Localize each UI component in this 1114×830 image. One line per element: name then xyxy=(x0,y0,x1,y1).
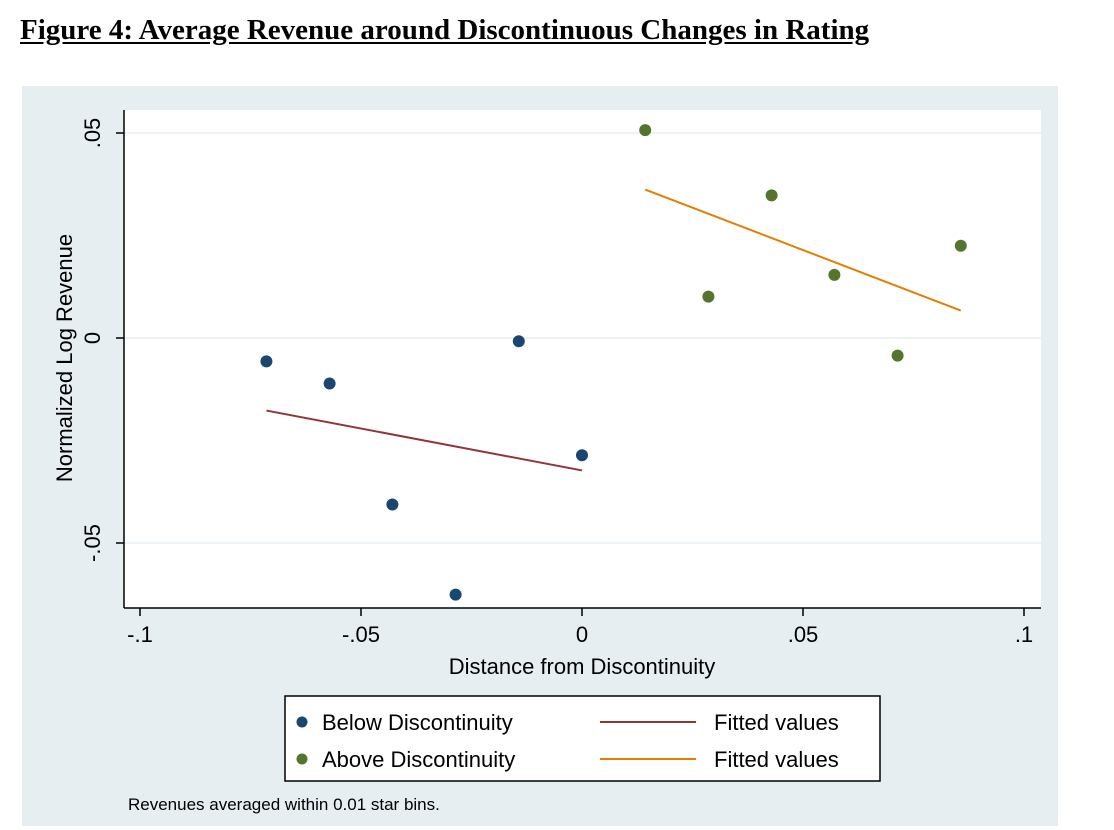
gridlines xyxy=(124,132,1041,544)
legend-label-above: Above Discontinuity xyxy=(322,747,515,772)
scatter-point-below xyxy=(260,355,273,368)
legend-label-fit-below: Fitted values xyxy=(714,710,839,735)
fitted-lines xyxy=(266,188,962,472)
legend-marker-below xyxy=(296,716,308,728)
plot-area xyxy=(124,110,1041,608)
scatter-point-above xyxy=(828,268,841,281)
y-tick-label: -.05 xyxy=(80,524,105,562)
legend-label-fit-above: Fitted values xyxy=(714,747,839,772)
scatter-point-above xyxy=(639,124,652,137)
legend: Below Discontinuity Fitted values Above … xyxy=(284,695,881,782)
data-points xyxy=(260,124,967,601)
y-tick-label: .05 xyxy=(80,118,105,149)
scatter-point-below xyxy=(323,377,336,390)
figure-title: Figure 4: Average Revenue around Discont… xyxy=(20,14,870,46)
x-tick-label: 0 xyxy=(576,622,588,647)
fitted-line-fit-above xyxy=(644,188,962,312)
y-axis-title: Normalized Log Revenue xyxy=(52,234,77,482)
scatter-point-above xyxy=(954,239,967,252)
fitted-line-fit-below xyxy=(266,409,583,472)
scatter-point-below xyxy=(576,449,588,462)
scatter-point-above xyxy=(891,349,904,362)
scatter-point-above xyxy=(702,290,715,303)
legend-label-below: Below Discontinuity xyxy=(322,710,513,735)
x-tick-label: -.05 xyxy=(342,622,380,647)
y-tick-label: 0 xyxy=(80,332,105,344)
x-axis-title: Distance from Discontinuity xyxy=(449,654,716,679)
scatter-point-above xyxy=(765,189,778,202)
scatter-point-below xyxy=(449,588,462,601)
legend-marker-above xyxy=(296,753,308,765)
scatter-point-below xyxy=(512,335,525,348)
x-tick-label: -.1 xyxy=(127,622,153,647)
x-tick-label: .05 xyxy=(788,622,819,647)
x-tick-label: .1 xyxy=(1015,622,1033,647)
chart-note: Revenues averaged within 0.01 star bins. xyxy=(128,795,440,814)
axes: -.05 0 .05 -.1 -.05 0 .05 .1 xyxy=(80,110,1041,647)
legend-box xyxy=(284,695,881,782)
scatter-point-below xyxy=(386,498,399,511)
